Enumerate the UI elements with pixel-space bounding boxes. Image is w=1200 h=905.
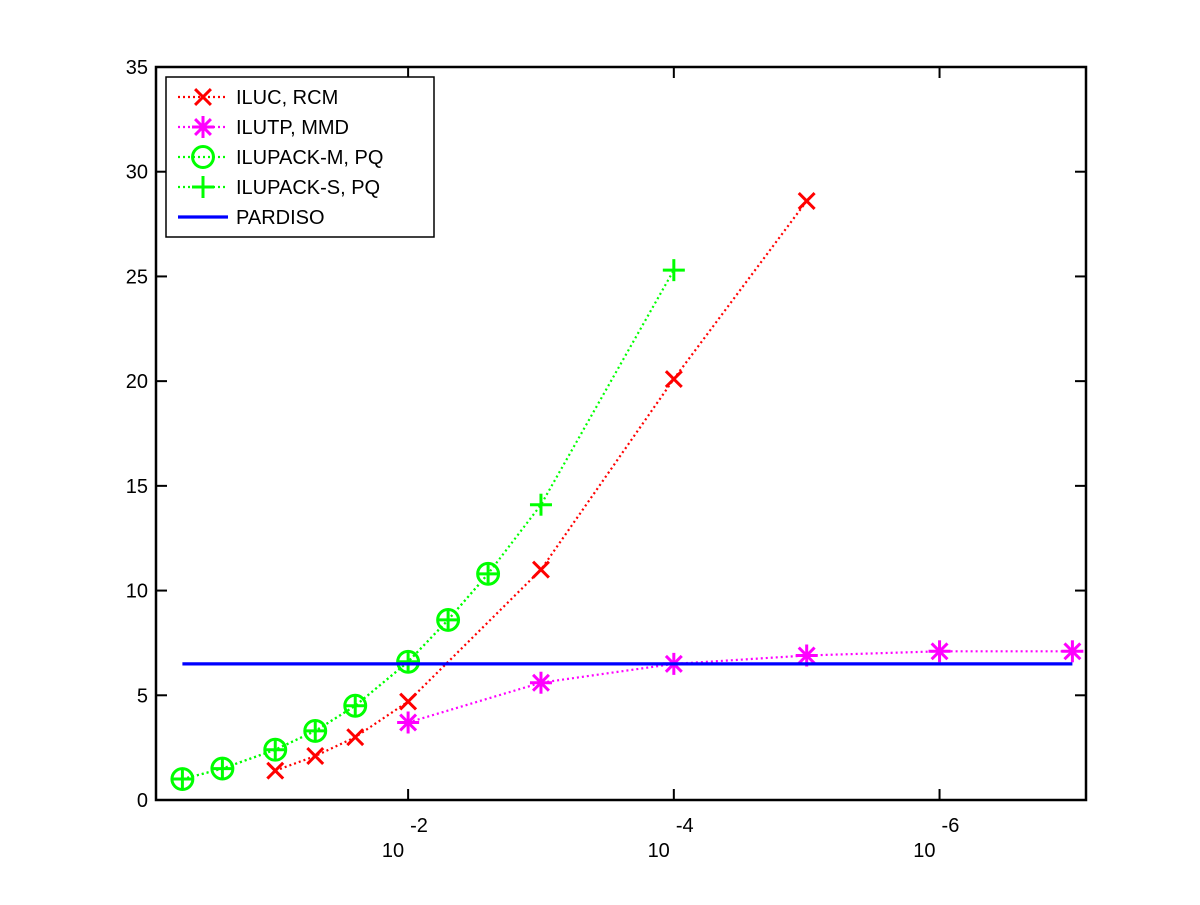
data-point <box>662 259 685 282</box>
legend-label: ILUPACK-M, PQ <box>236 147 383 169</box>
x-tick-label-exponent: -2 <box>410 815 428 837</box>
data-point <box>397 650 420 673</box>
y-tick-label: 5 <box>137 685 148 707</box>
x-tick-label-base: 10 <box>648 840 670 862</box>
data-point <box>529 671 552 694</box>
y-tick-label: 25 <box>126 266 148 288</box>
y-tick-label: 10 <box>126 581 148 603</box>
data-point <box>211 757 234 780</box>
data-point-stroke <box>664 370 683 389</box>
data-point-stroke <box>399 713 418 732</box>
data-point <box>477 562 500 585</box>
legend-marker <box>192 116 214 138</box>
legend-label: ILUPACK-S, PQ <box>236 177 380 199</box>
legend-label: ILUC, RCM <box>236 87 338 109</box>
data-point-stroke <box>930 642 949 661</box>
data-point-stroke <box>797 646 816 665</box>
data-point <box>264 738 287 761</box>
y-tick-label: 15 <box>126 476 148 498</box>
y-tick-label: 0 <box>137 790 148 812</box>
data-point-stroke <box>399 692 418 711</box>
legend-label: PARDISO <box>236 207 325 229</box>
data-point-stroke <box>797 192 816 211</box>
data-point <box>664 370 683 389</box>
y-tick-label: 35 <box>126 57 148 79</box>
plot-area <box>170 192 1084 792</box>
data-point <box>529 493 552 516</box>
data-point <box>397 711 420 734</box>
data-point <box>928 640 951 663</box>
axes: 0 5 10 15 20 25 30 35 10 -2 10 -4 10 -6 <box>126 57 1088 862</box>
y-tick-label: 30 <box>126 162 148 184</box>
data-point-stroke <box>346 728 365 747</box>
data-point-stroke <box>531 673 550 692</box>
series-line <box>182 269 675 781</box>
data-point-stroke <box>1063 642 1082 661</box>
x-tick-label-base: 10 <box>382 840 404 862</box>
legend: ILUC, RCM ILUTP, MMD ILUPACK-M, PQ ILUPACK-… <box>165 76 435 238</box>
data-point <box>399 692 418 711</box>
data-point-stroke <box>306 747 325 766</box>
x-tick-label-base: 10 <box>913 840 935 862</box>
data-point <box>346 728 365 747</box>
data-point <box>531 560 550 579</box>
x-tick-label-exponent: -4 <box>676 815 694 837</box>
data-point-stroke <box>531 560 550 579</box>
data-point <box>306 747 325 766</box>
data-point <box>344 694 367 717</box>
data-point <box>266 761 285 780</box>
legend-marker <box>192 176 214 198</box>
legend-marker <box>194 88 212 106</box>
legend-marker-stroke <box>191 145 215 169</box>
data-point <box>171 768 194 791</box>
legend-marker-stroke <box>194 118 212 136</box>
data-point <box>1061 640 1084 663</box>
data-point <box>797 192 816 211</box>
legend-marker-stroke <box>194 88 212 106</box>
x-tick-label-exponent: -6 <box>942 815 960 837</box>
y-tick-label: 20 <box>126 371 148 393</box>
legend-label: ILUTP, MMD <box>236 117 349 139</box>
data-point <box>437 608 460 631</box>
axes-frame <box>154 65 1088 802</box>
data-point-stroke <box>266 761 285 780</box>
legend-marker <box>191 145 215 169</box>
series-line <box>407 650 1073 724</box>
data-point <box>304 719 327 742</box>
